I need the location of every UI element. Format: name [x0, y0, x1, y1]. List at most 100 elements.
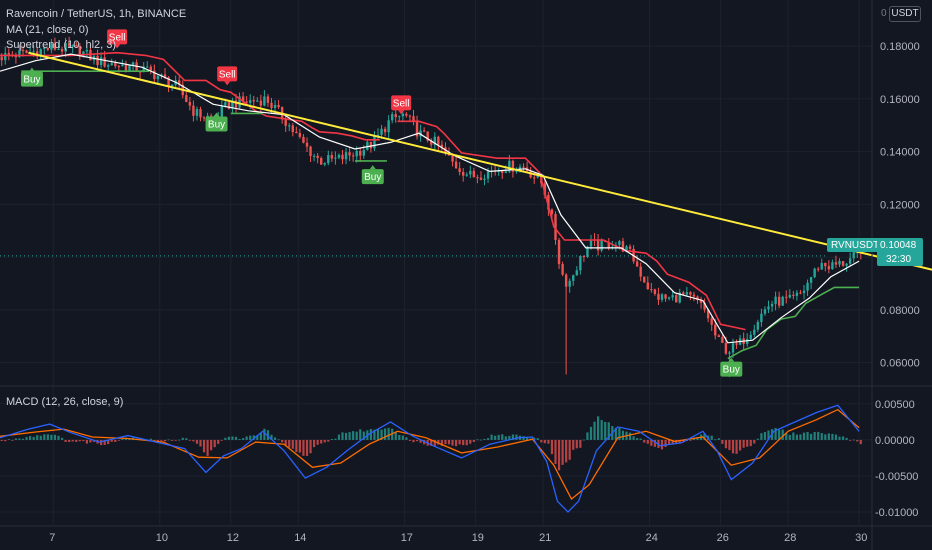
macd-histogram-bar: [504, 436, 507, 440]
supertrend-up-line: [727, 286, 860, 360]
macd-histogram-bar: [178, 439, 181, 441]
macd-histogram-bar: [213, 439, 216, 448]
supertrend-legend[interactable]: Supertrend (10, hl2, 3): [6, 39, 117, 51]
candle: [533, 177, 536, 179]
candle: [89, 49, 92, 61]
macd-histogram-bar: [721, 439, 724, 444]
macd-histogram-bar: [678, 439, 681, 444]
macd-histogram-bar: [121, 439, 124, 440]
candle: [170, 84, 174, 87]
candle: [149, 66, 152, 71]
candle: [75, 45, 78, 47]
ma-legend[interactable]: MA (21, close, 0): [6, 24, 89, 36]
macd-histogram-bar: [352, 431, 355, 440]
macd-histogram-bar: [806, 432, 809, 440]
signal-pointer: [114, 44, 121, 49]
signal-badge-bg: [361, 169, 384, 185]
macd-histogram-bar: [550, 439, 554, 455]
candle: [124, 64, 128, 71]
macd-histogram-bar: [401, 435, 404, 440]
macd-histogram-bar: [238, 438, 241, 440]
candle: [476, 177, 479, 179]
signal-label: Sell: [109, 32, 126, 43]
macd-histogram-bar: [547, 439, 550, 444]
signal-pointer: [213, 112, 220, 117]
macd-histogram-bar: [171, 439, 174, 441]
price-pane[interactable]: Buy Sell Sell Buy Sell Buy Buy: [0, 29, 932, 378]
candle: [753, 329, 756, 335]
macd-legend[interactable]: MACD (12, 26, close, 9): [6, 396, 124, 408]
candle: [451, 155, 454, 162]
macd-histogram-bar: [838, 436, 841, 440]
macd-histogram-bar: [344, 432, 348, 440]
candle: [270, 102, 273, 108]
macd-histogram-bar: [582, 439, 585, 441]
candle: [547, 194, 550, 210]
candle: [21, 50, 25, 52]
macd-histogram-bar: [742, 439, 745, 448]
candle: [57, 48, 60, 50]
candle: [412, 116, 415, 122]
candle: [699, 299, 703, 303]
candle: [643, 276, 646, 283]
macd-histogram-bar: [465, 439, 468, 446]
macd-histogram-bar: [362, 431, 365, 440]
macd-histogram-bar: [440, 439, 443, 446]
macd-histogram-bar: [810, 433, 813, 440]
macd-histogram-bar: [202, 439, 206, 453]
candle: [256, 100, 259, 102]
currency-button[interactable]: USDT: [889, 6, 921, 22]
macd-pane[interactable]: [0, 404, 862, 513]
candle: [483, 178, 486, 180]
candle: [419, 130, 422, 137]
macd-histogram-bar: [206, 439, 209, 456]
signal-pointer: [224, 81, 231, 86]
macd-histogram-bar: [107, 439, 110, 445]
candle: [4, 53, 7, 61]
candle: [557, 239, 561, 265]
macd-histogram-bar: [117, 439, 120, 441]
macd-histogram-bar: [575, 439, 578, 449]
candle: [224, 102, 227, 106]
candle: [717, 335, 720, 338]
macd-histogram-bar: [277, 439, 280, 441]
macd-histogram-bar: [167, 439, 170, 441]
candle: [67, 43, 71, 47]
macd-histogram-bar: [653, 439, 656, 447]
macd-histogram-bar: [636, 438, 639, 440]
symbol-title[interactable]: Ravencoin / TetherUS, 1h, BINANCE: [6, 8, 187, 20]
candle: [327, 155, 330, 164]
candle: [430, 140, 433, 145]
buy-signal-badge: Buy: [20, 67, 43, 87]
candle: [501, 170, 504, 173]
candle: [785, 296, 788, 298]
macd-histogram-bar: [455, 439, 458, 447]
price-tag-countdown: 32:30: [886, 254, 911, 265]
candle: [195, 109, 199, 116]
macd-histogram-bar: [82, 439, 85, 442]
macd-histogram-bar: [834, 434, 838, 440]
candle: [103, 57, 106, 67]
macd-histogram-bar: [29, 436, 32, 440]
candle: [192, 105, 195, 116]
macd-histogram-bar: [831, 433, 834, 440]
candle: [511, 160, 515, 172]
macd-histogram-bar: [756, 438, 759, 440]
macd-histogram-bar: [483, 438, 486, 440]
macd-histogram-bar: [508, 435, 511, 440]
candle: [781, 296, 784, 306]
macd-histogram-bar: [0, 439, 3, 441]
candle: [344, 152, 348, 160]
candle: [589, 239, 593, 247]
candle: [802, 290, 806, 293]
macd-histogram-bar: [227, 436, 230, 440]
macd-histogram-bar: [199, 439, 202, 447]
candle: [142, 66, 145, 73]
macd-histogram-bar: [149, 438, 152, 440]
macd-histogram-bar: [380, 429, 383, 440]
macd-histogram-bar: [114, 439, 117, 442]
candle: [813, 268, 816, 278]
macd-histogram-bar: [849, 439, 852, 441]
macd-histogram-bar: [724, 439, 727, 449]
